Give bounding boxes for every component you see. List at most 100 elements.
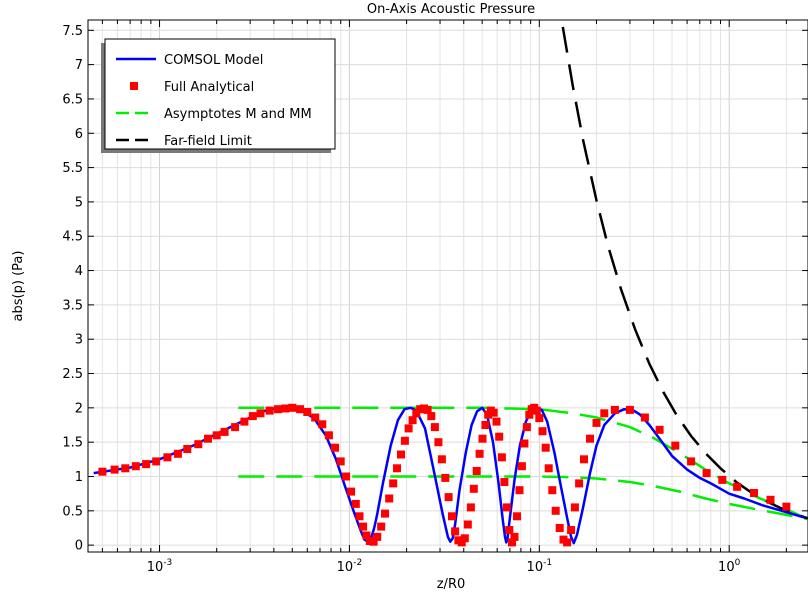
analytical-marker [362, 531, 371, 540]
analytical-marker [520, 439, 529, 448]
y-axis-title: abs(p) (Pa) [11, 251, 26, 322]
y-tick-label: 6 [75, 127, 83, 142]
analytical-marker [766, 495, 775, 504]
analytical-marker [463, 520, 472, 529]
analytical-marker [544, 464, 553, 473]
plot-frame [87, 19, 808, 553]
analytical-marker [481, 421, 490, 429]
analytical-marker [336, 457, 345, 466]
y-tick-label: 1.5 [62, 436, 83, 451]
analytical-marker [408, 416, 417, 425]
analytical-marker [331, 443, 339, 452]
analytical-marker [510, 532, 519, 541]
analytical-marker [733, 482, 742, 491]
y-tick-label: 0.5 [62, 504, 83, 519]
x-axis: 10-3 10-2 10-1 100 [101, 20, 787, 575]
analytical-marker [430, 423, 439, 432]
analytical-marker [508, 538, 516, 547]
analytical-marker [397, 450, 405, 459]
analytical-marker [373, 532, 382, 541]
analytical-marker [495, 432, 504, 441]
analytical-marker [142, 460, 151, 469]
series-layer [93, 26, 808, 547]
analytical-marker [610, 405, 619, 414]
y-tick-label: 3 [75, 333, 83, 348]
analytical-marker [220, 427, 229, 436]
analytical-marker [303, 408, 312, 416]
analytical-marker [369, 537, 378, 546]
y-tick-label: 3.5 [62, 298, 83, 313]
analytical-marker [311, 413, 320, 422]
analytical-marker [110, 465, 119, 474]
analytical-marker [265, 406, 274, 415]
analytical-marker [551, 506, 560, 515]
analytical-marker [532, 406, 541, 415]
asymptote-line [238, 475, 808, 521]
chart-title: On-Axis Acoustic Pressure [367, 2, 535, 17]
far-field-line [561, 26, 808, 520]
analytical-marker [183, 445, 192, 453]
analytical-marker [381, 509, 389, 518]
analytical-marker [586, 434, 594, 443]
analytical-marker [248, 412, 257, 421]
x-tick-label: 10-1 [527, 558, 553, 575]
analytical-marker [580, 455, 588, 464]
analytical-marker [592, 418, 601, 427]
analytical-marker [475, 449, 484, 458]
y-tick-label: 7 [75, 58, 83, 73]
analytical-marker [702, 469, 711, 478]
analytical-marker [444, 493, 453, 502]
y-tick-label: 4 [75, 264, 83, 279]
analytical-marker [575, 479, 584, 488]
analytical-marker [448, 512, 456, 521]
analytical-marker [163, 453, 172, 462]
analytical-marker [296, 405, 305, 414]
analytical-marker [500, 478, 509, 486]
analytical-marker [640, 413, 649, 422]
analytical-marker [121, 464, 130, 473]
analytical-marker [541, 443, 550, 452]
analytical-marker [434, 438, 443, 447]
legend: COMSOL Model Full Analytical Asymptotes M … [101, 38, 336, 153]
analytical-marker [522, 423, 531, 432]
analytical-marker [281, 404, 290, 413]
analytical-marker [718, 475, 727, 484]
analytical-marker [687, 457, 696, 466]
analytical-marker [393, 464, 401, 473]
analytical-marker [355, 512, 364, 521]
y-tick-label: 5.5 [62, 161, 83, 176]
y-tick-label: 2.5 [62, 367, 83, 382]
x-tick-label: 100 [718, 558, 741, 575]
analytical-marker [451, 527, 460, 536]
analytical-marker [98, 467, 107, 476]
y-tick-label: 5 [75, 195, 83, 210]
analytical-marker [469, 484, 478, 493]
analytical-marker [555, 524, 564, 532]
analytical-marker [204, 434, 212, 443]
legend-label: Full Analytical [164, 80, 254, 95]
y-tick-label: 4.5 [62, 230, 83, 245]
y-tick-label: 0 [75, 539, 83, 554]
analytical-marker [273, 405, 282, 414]
y-axis: 0 0.5 1 1.5 2 2.5 3 3.5 4 4.5 5 5.5 6 6.5 7 7.5 [62, 24, 808, 554]
analytical-marker [437, 455, 446, 464]
analytical-marker [525, 410, 534, 419]
analytical-marker [342, 472, 351, 481]
legend-label: Far-field Limit [164, 134, 252, 149]
analytical-marker [288, 403, 297, 412]
analytical-marker [351, 499, 360, 508]
analytical-marker [131, 462, 140, 471]
analytical-marker [472, 467, 481, 475]
analytical-marker [427, 412, 436, 421]
analytical-marker [515, 486, 524, 495]
x-tick-label: 10-2 [337, 558, 363, 575]
x-axis-title: z/R0 [437, 577, 466, 592]
analytical-marker [600, 409, 609, 418]
y-tick-label: 6.5 [62, 92, 83, 107]
legend-label: Asymptotes M and MM [164, 107, 312, 122]
legend-marker [130, 82, 138, 90]
analytical-marker [240, 417, 249, 426]
analytical-marker [377, 522, 386, 531]
analytical-marker [212, 431, 221, 440]
